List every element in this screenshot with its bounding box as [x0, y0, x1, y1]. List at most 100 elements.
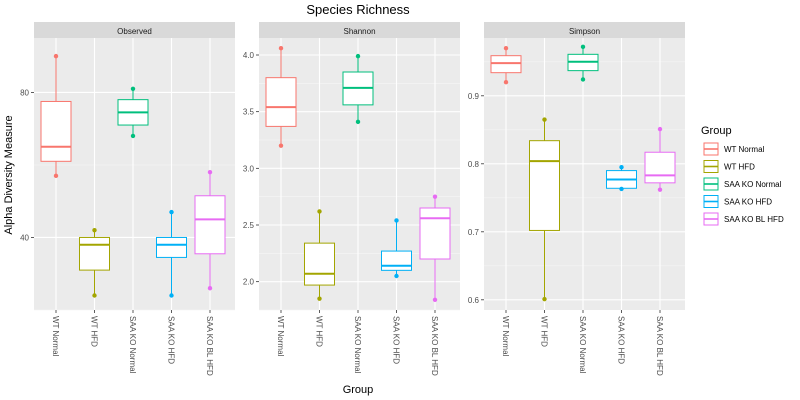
- y-tick-label: 3.5: [243, 108, 255, 117]
- facet-simpson: Simpson 0.6 0.7 0.8 0.9 WT Normal WT HFD SAA KO…: [468, 22, 685, 376]
- min-point: [580, 77, 586, 82]
- legend-item-saa-ko-bl-hfd: SAA KO BL HFD: [703, 212, 784, 226]
- y-tick-label: 0.8: [468, 160, 480, 169]
- y-tick-label: 40: [20, 233, 29, 242]
- min-point: [317, 296, 322, 301]
- max-point: [207, 169, 213, 175]
- boxplot-saa-ko-bl-hfd: [644, 126, 676, 192]
- y-tick-label: 80: [20, 88, 29, 97]
- panel-background: [34, 38, 235, 310]
- y-tick-label: 0.9: [468, 92, 480, 101]
- max-point: [542, 117, 547, 122]
- boxplot-saa-ko-bl-hfd: [194, 169, 226, 291]
- y-tick-label: 0.7: [468, 228, 480, 237]
- facet-strip-label: Shannon: [343, 27, 375, 36]
- box-iqr: [529, 140, 560, 231]
- box-iqr: [490, 55, 522, 74]
- facet-strip: [484, 22, 685, 38]
- box-iqr: [79, 236, 110, 271]
- min-point: [53, 173, 59, 179]
- y-tick-label: 3.0: [243, 164, 255, 173]
- max-point: [53, 53, 59, 59]
- boxplot-saa-ko-hfd: [156, 209, 187, 298]
- boxplot-saa-ko-hfd: [606, 165, 637, 192]
- boxplot-wt-hfd: [79, 228, 110, 298]
- boxplot-saa-ko-normal: [117, 86, 149, 139]
- max-point: [355, 53, 361, 59]
- x-tick-label: SAA KO Normal: [353, 316, 362, 374]
- y-tick-label: 2.0: [243, 278, 255, 287]
- y-axis-title: Alpha Diversity Measure: [3, 115, 15, 234]
- legend-label: SAA KO BL HFD: [724, 215, 784, 224]
- min-point: [394, 273, 399, 279]
- x-tick-label: SAA KO BL HFD: [430, 316, 439, 376]
- boxplot-saa-ko-normal: [342, 53, 374, 125]
- max-point: [432, 194, 438, 199]
- min-point: [432, 297, 438, 302]
- x-tick-label: SAA KO HFD: [167, 316, 176, 364]
- max-point: [92, 228, 97, 233]
- x-tick-label: WT Normal: [51, 316, 60, 357]
- boxplot-wt-normal: [490, 46, 522, 85]
- facet-observed: Observed 40 80 WT Normal WT HFD SAA KO Normal…: [20, 22, 235, 376]
- x-tick-label: WT HFD: [315, 316, 324, 347]
- x-tick-label: WT HFD: [90, 316, 99, 347]
- chart-title: Species Richness: [306, 2, 410, 17]
- box-iqr: [265, 77, 297, 127]
- facets-layer: Observed 40 80 WT Normal WT HFD SAA KO Normal…: [20, 22, 685, 376]
- boxplot-saa-ko-hfd: [381, 218, 412, 279]
- max-point: [169, 209, 174, 215]
- max-point: [278, 46, 284, 51]
- min-point: [278, 143, 284, 148]
- legend-item-wt-hfd: WT HFD: [703, 160, 755, 173]
- x-tick-label: SAA KO BL HFD: [655, 316, 664, 376]
- x-tick-label: SAA KO BL HFD: [205, 316, 214, 376]
- y-tick-label: 2.5: [243, 221, 255, 230]
- min-point: [619, 186, 624, 192]
- boxplot-wt-normal: [40, 53, 72, 179]
- boxplot-wt-normal: [265, 46, 297, 148]
- box-iqr: [419, 207, 451, 260]
- legend-title: Group: [701, 125, 732, 137]
- max-point: [503, 46, 509, 51]
- legend: Group WT Normal WT HFD SAA KO Normal SAA KO…: [701, 125, 784, 226]
- legend-label: WT Normal: [724, 145, 765, 154]
- x-tick-label: WT HFD: [540, 316, 549, 347]
- min-point: [503, 80, 509, 85]
- x-tick-label: SAA KO HFD: [392, 316, 401, 364]
- facet-strip-label: Simpson: [569, 27, 600, 36]
- x-tick-label: SAA KO Normal: [128, 316, 137, 374]
- box-iqr: [40, 100, 72, 162]
- y-tick-label: 0.6: [468, 296, 480, 305]
- max-point: [619, 165, 624, 170]
- max-point: [657, 126, 663, 132]
- min-point: [130, 133, 136, 139]
- x-tick-label: SAA KO HFD: [617, 316, 626, 364]
- max-point: [130, 86, 136, 91]
- boxplot-wt-hfd: [529, 117, 560, 302]
- legend-label: WT HFD: [724, 163, 755, 172]
- facet-strip: [34, 22, 235, 38]
- x-axis-title: Group: [343, 384, 374, 396]
- boxplot-saa-ko-bl-hfd: [419, 194, 451, 302]
- min-point: [657, 187, 663, 192]
- max-point: [394, 218, 399, 223]
- box-iqr: [304, 242, 335, 286]
- min-point: [355, 119, 361, 125]
- min-point: [92, 293, 97, 298]
- boxplot-saa-ko-normal: [567, 44, 599, 82]
- max-point: [580, 44, 586, 50]
- x-tick-label: WT Normal: [501, 316, 510, 357]
- box-iqr: [381, 250, 412, 271]
- min-point: [207, 286, 213, 291]
- box-iqr: [644, 151, 676, 184]
- box-iqr: [194, 195, 226, 255]
- boxplot-wt-hfd: [304, 209, 335, 301]
- legend-label: SAA KO HFD: [724, 198, 772, 207]
- min-point: [542, 296, 547, 302]
- legend-item-saa-ko-hfd: SAA KO HFD: [703, 195, 772, 208]
- box-iqr: [156, 236, 187, 258]
- max-point: [317, 209, 322, 214]
- facet-shannon: Shannon 2.0 2.5 3.0 3.5 4.0 WT Normal WT HFD SAA…: [243, 22, 460, 376]
